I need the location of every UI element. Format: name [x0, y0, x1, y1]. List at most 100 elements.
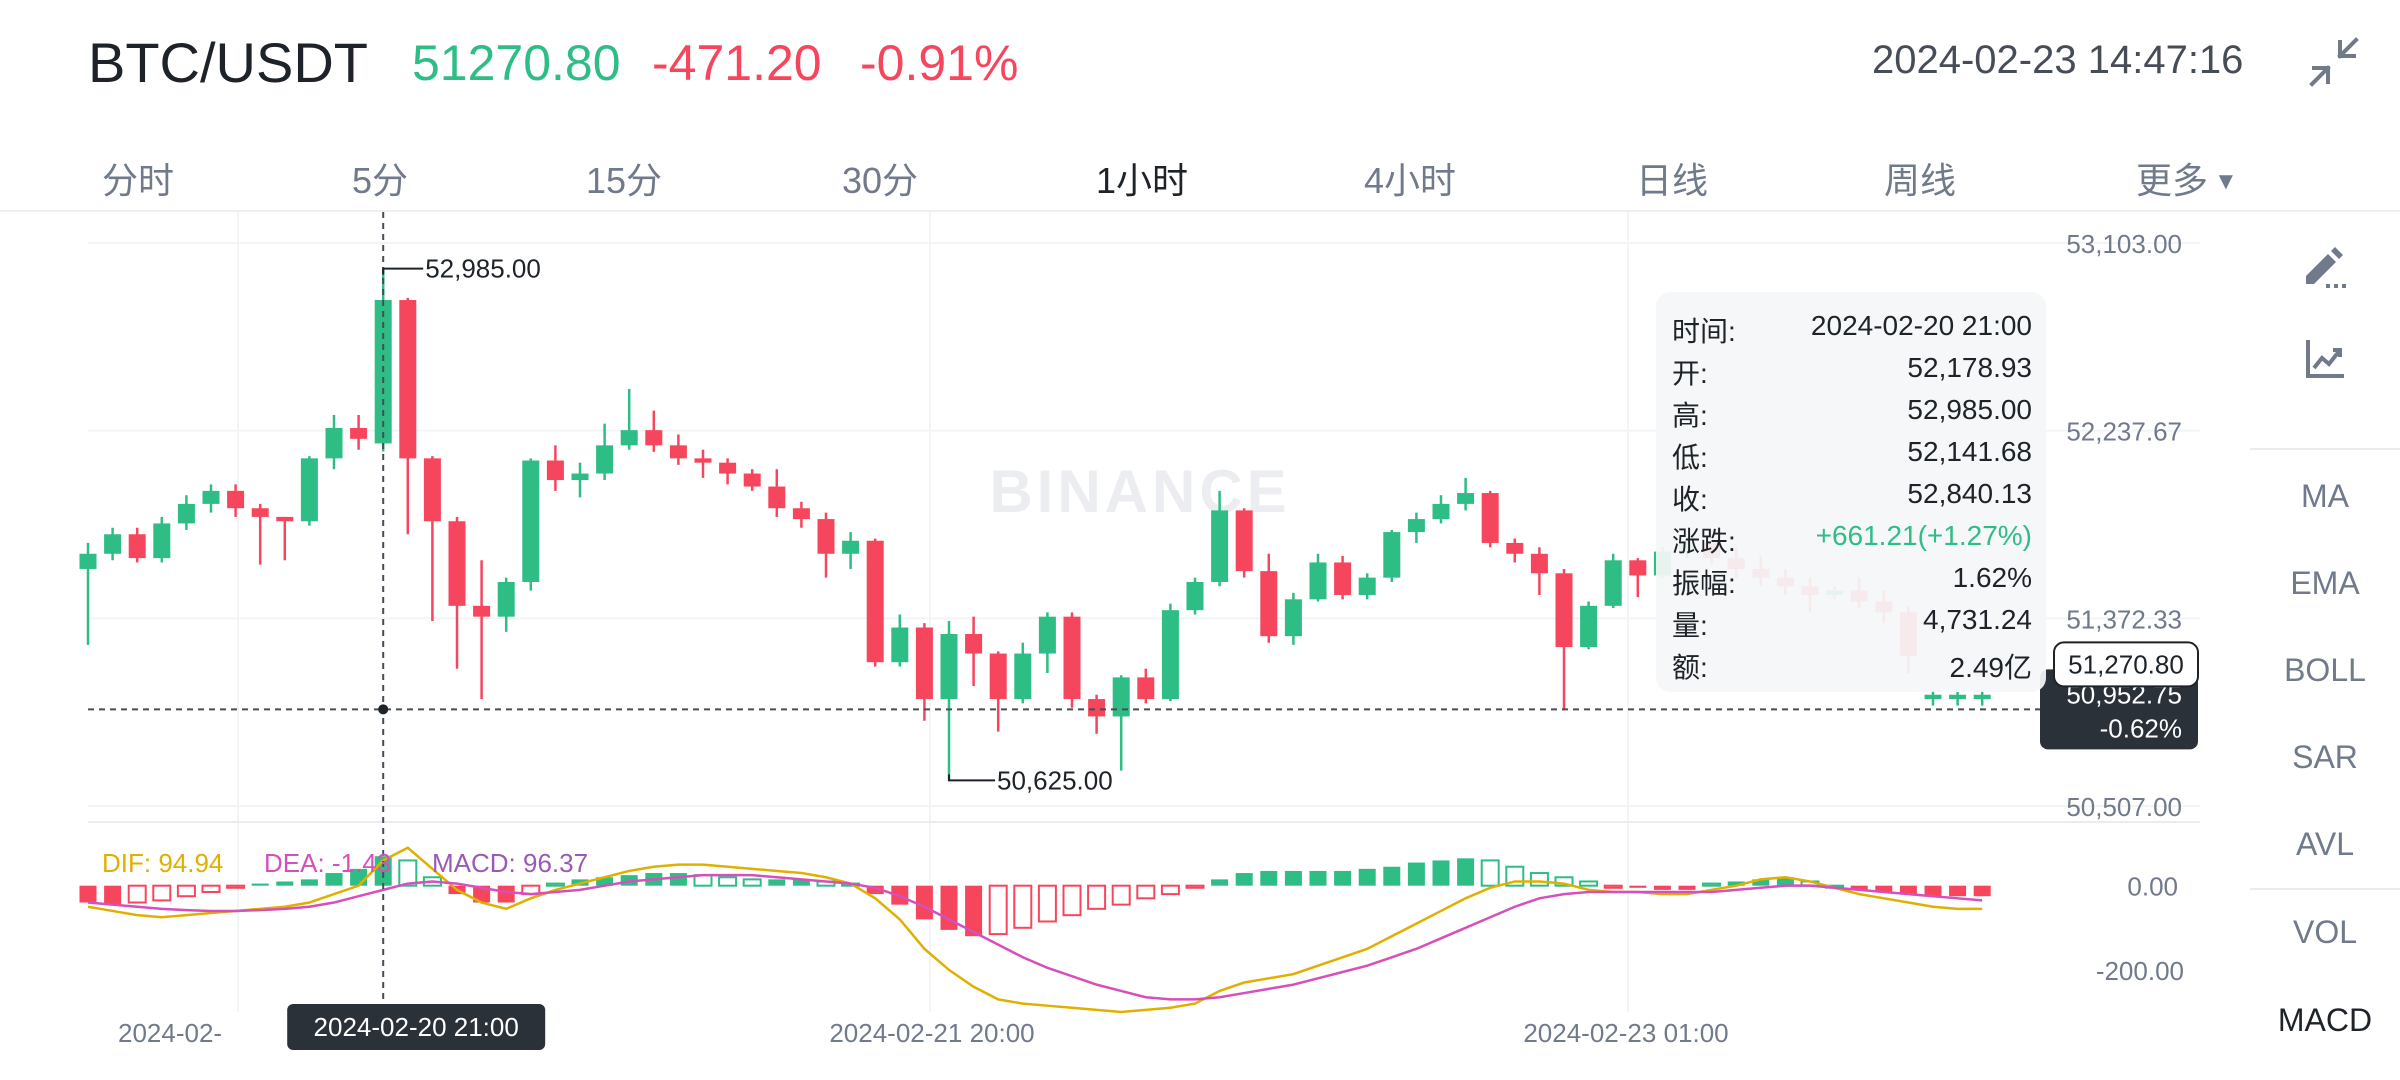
macd-bar: [79, 885, 97, 903]
macd-bar: [1776, 877, 1794, 886]
macd-bar: [1924, 885, 1942, 897]
tooltip-value: 2.49亿: [1949, 652, 2033, 683]
tab-3[interactable]: 15分: [586, 160, 663, 201]
tab-8[interactable]: 周线: [1884, 160, 1957, 201]
candle-body: [817, 519, 835, 554]
macd-bar: [1752, 879, 1770, 886]
candle-body: [1924, 694, 1942, 700]
macd-bar: [201, 884, 221, 893]
macd-bar: [251, 883, 269, 886]
tab-5[interactable]: 1小时: [1096, 160, 1189, 201]
low-marker-label: 50,625.00: [997, 765, 1113, 795]
last-price: 51270.80: [412, 35, 621, 91]
candle-tooltip: 时间: 2024-02-20 21:00 开: 52,178.93 高: 52,985…: [1656, 292, 2046, 692]
candle-body: [743, 473, 761, 487]
candle-body: [1481, 493, 1499, 543]
macd-bar: [1211, 879, 1229, 886]
time-tick: 2024-02-: [118, 1018, 222, 1048]
tab-6[interactable]: 4小时: [1364, 160, 1457, 201]
candle-body: [1506, 542, 1524, 554]
tooltip-row-amplitude: 振幅: 1.62%: [1672, 562, 2042, 602]
macd-bar: [1973, 885, 1991, 897]
candle-body: [202, 490, 220, 504]
macd-bar: [1457, 858, 1475, 886]
candle-body: [1186, 581, 1204, 611]
macd-bar: [1407, 862, 1425, 886]
candle-body: [1014, 653, 1032, 700]
candle-body: [1161, 610, 1179, 700]
high-marker-label: 52,985.00: [425, 254, 541, 284]
macd-bar: [965, 885, 983, 937]
candle-body: [104, 534, 122, 554]
tab-more-label: 更多: [2136, 160, 2209, 201]
indicator-sar[interactable]: SAR: [2292, 739, 2358, 775]
high-marker-line: [382, 267, 424, 275]
tab-2[interactable]: 5分: [352, 160, 409, 201]
indicator-macd[interactable]: MACD: [2277, 1002, 2373, 1038]
trading-pair[interactable]: BTC/USDT: [88, 31, 368, 94]
macd-bar: [1529, 872, 1549, 887]
indicator-ma[interactable]: MA: [2301, 478, 2349, 514]
low-marker-line: [948, 774, 995, 782]
tab-more[interactable]: 更多 ▼: [2136, 152, 2238, 204]
time-tick: 2024-02-23 01:00: [1523, 1018, 1728, 1048]
candle-body: [1580, 605, 1598, 648]
crosshair-pct-label: -0.62%: [2100, 713, 2182, 743]
candle-body: [1309, 562, 1327, 600]
tooltip-row-low: 低: 52,141.68: [1672, 436, 2042, 476]
macd-bar: [473, 885, 491, 903]
candle-body: [473, 605, 491, 617]
tab-7[interactable]: 日线: [1636, 160, 1709, 201]
macd-bar: [718, 876, 738, 887]
interval-tabs: 分时 5分 15分 30分 1小时 4小时 日线 周线 更多 ▼: [0, 140, 2400, 210]
tab-1[interactable]: 分时: [102, 160, 175, 201]
last-price-box: [2053, 641, 2199, 688]
candle-body: [1949, 694, 1967, 700]
candle-body: [1432, 503, 1450, 520]
tab-4[interactable]: 30分: [842, 160, 919, 201]
crosshair-time-box: [287, 1004, 546, 1050]
macd-bar: [1653, 885, 1671, 890]
indicator-ema[interactable]: EMA: [2290, 565, 2360, 601]
macd-bar: [1899, 885, 1917, 895]
macd-bar: [1309, 870, 1327, 886]
price-tick: 52,237.67: [2066, 417, 2182, 447]
tooltip-row-open: 开: 52,178.93: [1672, 352, 2042, 392]
candle-body: [1555, 573, 1573, 648]
collapse-arrows-icon[interactable]: [2306, 34, 2362, 90]
candle-body: [1211, 510, 1229, 582]
macd-bar: [1432, 860, 1450, 886]
indicator-chart-icon[interactable]: [2300, 334, 2350, 384]
candle-body: [1383, 532, 1401, 578]
candle-body: [1235, 510, 1253, 572]
macd-bar: [1013, 884, 1033, 929]
macd-bar: [1284, 870, 1302, 886]
indicator-avl[interactable]: AVL: [2295, 826, 2355, 862]
macd-bar: [1383, 866, 1401, 886]
candle-body: [1137, 677, 1155, 700]
tabs-divider: [0, 210, 2400, 212]
macd-bar: [1579, 880, 1599, 887]
macd-bar: [152, 884, 172, 902]
macd-bar: [398, 859, 418, 887]
candle-body: [989, 653, 1007, 700]
tooltip-key: 时间:: [1672, 316, 1736, 347]
indicator-vol[interactable]: VOL: [2292, 914, 2358, 950]
candle-body: [866, 540, 884, 663]
tooltip-value: 52,178.93: [1907, 352, 2032, 383]
macd-bar: [1554, 876, 1574, 887]
macd-bar: [768, 879, 786, 886]
macd-bar: [1727, 881, 1745, 886]
tooltip-key: 量:: [1672, 610, 1708, 641]
indicator-boll[interactable]: BOLL: [2284, 652, 2366, 688]
candle-body: [571, 473, 589, 481]
candle-body: [1530, 553, 1548, 574]
candle-body: [423, 458, 441, 522]
side-divider-2: [2250, 888, 2400, 890]
candle-body: [694, 458, 712, 463]
candle-body: [891, 627, 909, 663]
pencil-ruler-icon[interactable]: [2300, 244, 2350, 294]
macd-bar: [104, 885, 122, 905]
tooltip-key: 振幅:: [1672, 568, 1736, 599]
tooltip-value: 52,985.00: [1907, 394, 2032, 425]
